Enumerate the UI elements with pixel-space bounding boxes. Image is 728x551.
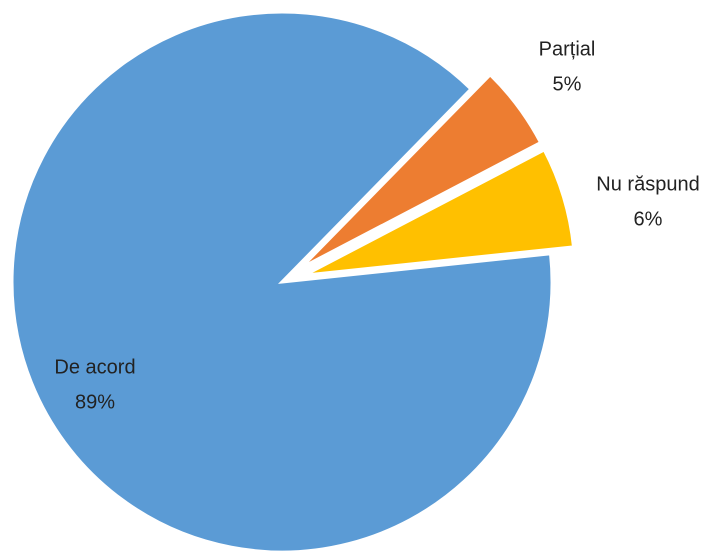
slice-value-label: 89% [75, 391, 115, 413]
slice-label: De acord [54, 356, 135, 378]
pie-slice [300, 72, 543, 270]
pie-slice [10, 10, 554, 551]
slice-value-label: 6% [634, 208, 663, 230]
slice-value-label: 5% [553, 73, 582, 95]
pie-slice [304, 147, 576, 277]
slice-label: Parțial [539, 38, 596, 60]
slice-label: Nu răspund [596, 173, 699, 195]
